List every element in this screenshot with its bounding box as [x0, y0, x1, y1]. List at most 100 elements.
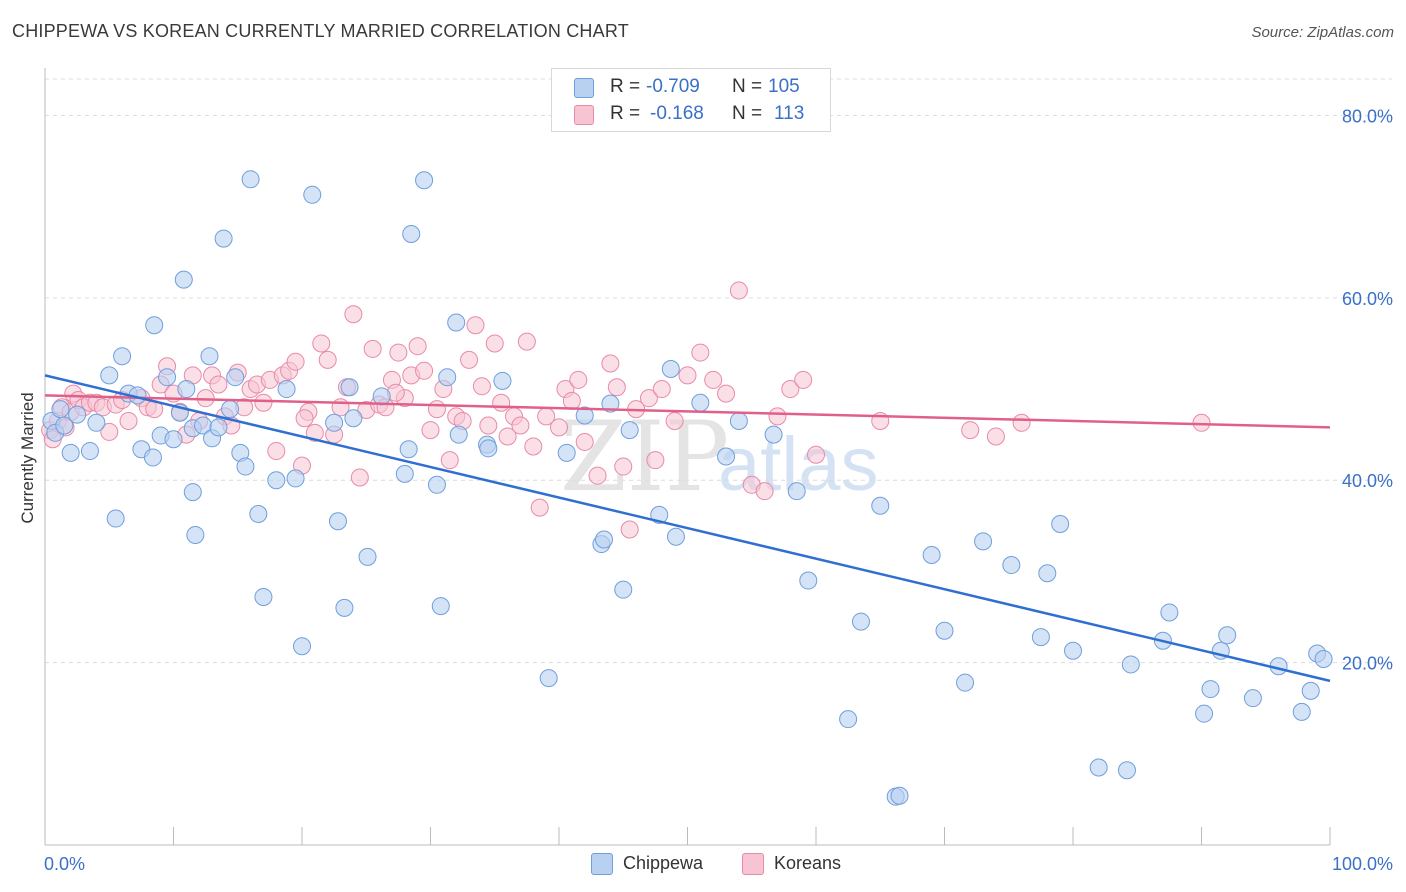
zipatlas-watermark: ZIP atlas [560, 401, 879, 513]
grid-lines [45, 78, 1392, 664]
chippewa-point [447, 313, 466, 332]
chippewa-label: Chippewa [623, 853, 704, 873]
chart-title: CHIPPEWA VS KOREAN CURRENTLY MARRIED COR… [12, 21, 629, 41]
koreans-point [768, 407, 787, 426]
chippewa-point [575, 406, 594, 425]
koreans-point [1012, 413, 1031, 432]
chippewa-point [1064, 641, 1082, 660]
n-label: N = [732, 76, 763, 97]
koreans-point [318, 350, 337, 369]
chippewa-point [974, 532, 993, 551]
chippewa-point [1051, 515, 1070, 534]
koreans-trend-line [44, 394, 1331, 429]
chippewa-point [221, 400, 240, 419]
chippewa-point [372, 387, 391, 406]
koreans-point [305, 423, 324, 442]
chippewa-point [399, 440, 418, 459]
koreans-point [389, 343, 408, 362]
koreans-point [614, 457, 633, 476]
koreans-point [363, 339, 382, 358]
koreans-point [607, 378, 626, 397]
koreans-point [286, 352, 305, 371]
koreans-point [517, 332, 536, 351]
axes [44, 68, 1331, 846]
chippewa-point [395, 464, 414, 483]
koreans-point [717, 384, 736, 403]
x-tick-label: 0.0% [44, 854, 85, 874]
chippewa-point [249, 504, 268, 523]
chippewa-point [1201, 680, 1220, 699]
koreans-points [41, 281, 1211, 539]
koreans-point [408, 337, 427, 356]
koreans-swatch [742, 853, 764, 875]
chippewa-point [267, 471, 286, 490]
chippewa-point [729, 411, 748, 430]
koreans-point [807, 445, 825, 464]
koreans-point [254, 393, 273, 412]
chippewa-point [1292, 702, 1311, 721]
koreans-point [961, 421, 980, 440]
chippewa-point [614, 580, 633, 599]
chippewa-point [335, 598, 354, 617]
koreans-point [575, 432, 594, 451]
koreans-point [485, 334, 504, 353]
chippewa-point [1002, 556, 1021, 575]
chippewa-point [145, 316, 164, 335]
koreans-point [665, 411, 684, 430]
chippewa-point [328, 512, 347, 531]
chippewa-point [539, 669, 558, 688]
koreans-point [350, 468, 369, 487]
chippewa-point [214, 229, 233, 248]
chippewa-point [1195, 704, 1214, 723]
stats-legend: R = -0.709 N = 105 R = -0.168 N = 113 [551, 68, 831, 132]
chippewa-point [87, 413, 106, 432]
chippewa-point [691, 393, 710, 412]
chippewa-point [100, 366, 119, 385]
chippewa-point [209, 418, 228, 437]
koreans-point [460, 350, 479, 369]
n-value: 105 [768, 76, 800, 97]
koreans-point [100, 422, 119, 441]
koreans-point [295, 409, 314, 428]
chippewa-point [226, 368, 245, 387]
chippewa-point [293, 637, 311, 656]
chippewa-point [113, 347, 132, 366]
chippewa-point [1218, 626, 1237, 645]
x-tick-label: 100.0% [1332, 854, 1393, 874]
chippewa-point [51, 400, 70, 419]
chippewa-point [851, 612, 870, 631]
chippewa-point [479, 439, 498, 458]
chippewa-point [787, 482, 806, 501]
y-tick-label: 80.0% [1342, 106, 1393, 126]
koreans-point [601, 354, 620, 373]
chippewa-point [402, 225, 421, 244]
koreans-swatch [574, 105, 594, 125]
koreans-point [421, 421, 440, 440]
chippewa-point [241, 170, 260, 189]
koreans-point [986, 427, 1005, 446]
koreans-point [794, 370, 813, 389]
koreans-point [524, 437, 543, 456]
source-credit: Source: ZipAtlas.com [1251, 24, 1394, 41]
chippewa-points [42, 170, 1333, 806]
koreans-point [427, 400, 446, 419]
trend-lines [44, 374, 1331, 683]
chippewa-point [427, 475, 446, 494]
chippewa-point [358, 547, 377, 566]
chippewa-point [236, 457, 255, 476]
chippewa-point [183, 483, 202, 502]
r-label: R = [610, 103, 641, 124]
chippewa-point [344, 409, 363, 428]
n-value: 113 [774, 103, 805, 124]
koreans-point [267, 442, 286, 461]
chippewa-point [799, 571, 818, 590]
r-value: -0.168 [650, 103, 704, 124]
y-tick-label: 40.0% [1342, 471, 1393, 491]
chippewa-point [493, 371, 512, 390]
chippewa-point [1117, 761, 1136, 780]
koreans-point [440, 451, 459, 470]
chippewa-point [177, 380, 196, 399]
chippewa-point [200, 347, 219, 366]
r-label: R = [610, 76, 641, 97]
chippewa-point [340, 378, 359, 397]
